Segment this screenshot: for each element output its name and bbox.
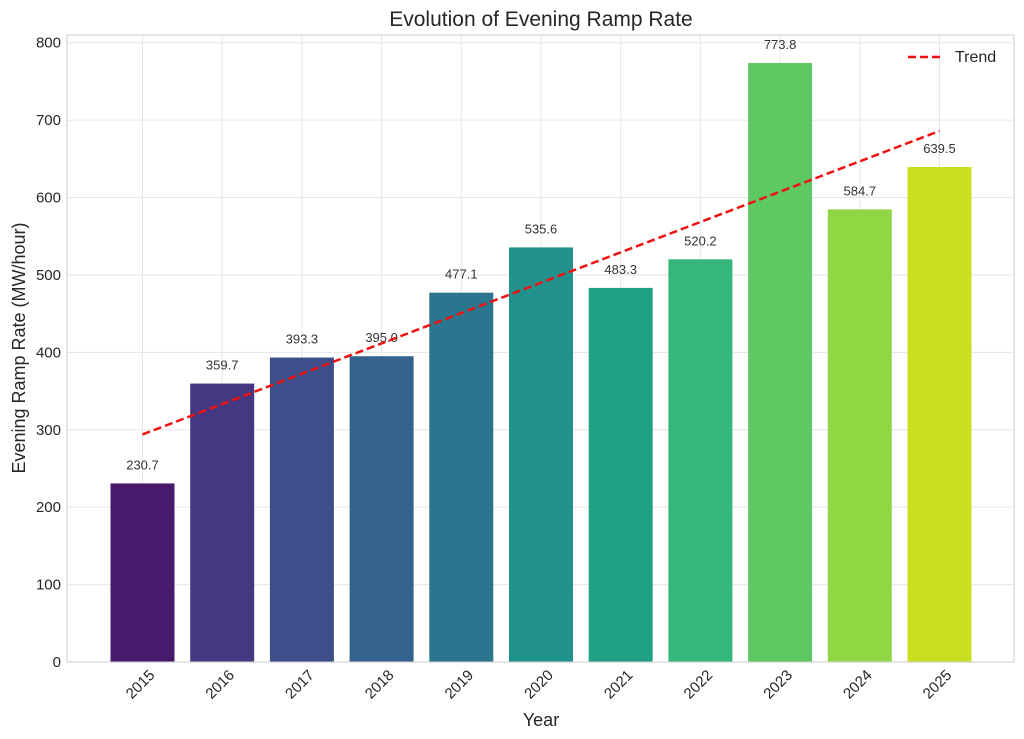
bars (110, 63, 972, 663)
y-tick-label: 400 (36, 344, 61, 361)
legend-trend-label: Trend (955, 49, 996, 66)
data-label-2020: 535.6 (525, 221, 558, 236)
y-axis-label: Evening Ramp Rate (MW/hour) (9, 222, 29, 473)
bar-2023 (748, 63, 813, 662)
x-tick-label: 2025 (920, 667, 956, 703)
bar-2017 (269, 357, 334, 662)
data-label-2017: 393.3 (286, 332, 319, 347)
trend-line-path (142, 129, 940, 436)
y-axis-ticks: 0 100 200 300 400 500 600 700 800 (36, 35, 61, 671)
y-tick-label: 600 (36, 190, 61, 207)
y-tick-label: 100 (36, 577, 61, 594)
plot-frame (66, 34, 1015, 663)
bar-2018 (349, 356, 414, 662)
data-label-2015: 230.7 (126, 457, 159, 472)
x-tick-label: 2020 (521, 667, 557, 703)
bar-2015 (110, 483, 175, 662)
y-tick-label: 700 (36, 112, 61, 129)
bar-2022 (668, 259, 733, 662)
x-axis-ticks: 2015 2016 2017 2018 2019 2020 2021 2022 2023 2024… (123, 667, 956, 703)
data-label-2025: 639.5 (923, 141, 956, 156)
x-tick-label: 2015 (123, 667, 159, 703)
bar-2019 (429, 292, 494, 662)
x-tick-label: 2022 (681, 667, 717, 703)
x-tick-label: 2017 (282, 667, 318, 703)
data-label-2023: 773.8 (764, 37, 797, 52)
data-label-2016: 359.7 (206, 358, 239, 373)
y-tick-label: 800 (36, 35, 61, 52)
bar-2020 (509, 247, 573, 662)
x-tick-label: 2019 (442, 667, 478, 703)
y-tick-label: 500 (36, 267, 61, 284)
y-tick-label: 0 (53, 654, 61, 671)
data-label-2024: 584.7 (844, 183, 877, 198)
bar-2016 (190, 383, 255, 662)
bar-2021 (588, 287, 653, 662)
x-tick-label: 2023 (760, 667, 796, 703)
legend: Trend (908, 49, 996, 66)
x-tick-label: 2018 (362, 667, 398, 703)
trend-line (142, 129, 940, 436)
chart-title: Evolution of Evening Ramp Rate (389, 8, 693, 31)
data-label-2022: 520.2 (684, 233, 717, 248)
y-tick-label: 200 (36, 499, 61, 516)
x-axis-label: Year (523, 710, 559, 730)
y-tick-label: 300 (36, 422, 61, 439)
x-tick-label: 2016 (202, 667, 238, 703)
data-label-2019: 477.1 (445, 267, 478, 282)
x-tick-label: 2024 (840, 667, 876, 703)
bar-2025 (907, 166, 972, 663)
x-tick-label: 2021 (601, 667, 637, 703)
data-label-2021: 483.3 (604, 262, 637, 277)
bar-2024 (827, 209, 892, 662)
